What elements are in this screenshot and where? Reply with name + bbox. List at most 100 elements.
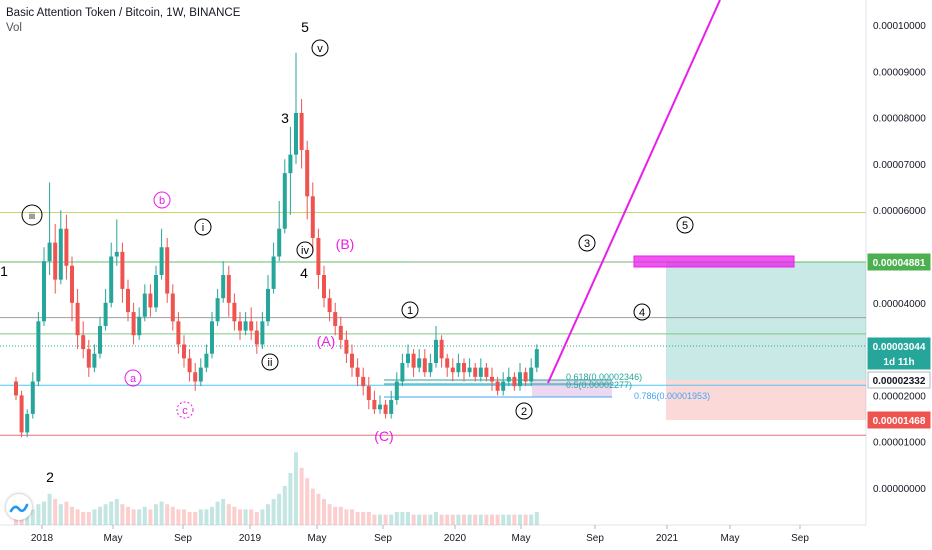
volume-bar [400,512,405,525]
candle-body [529,367,534,382]
stop-zone-box [666,380,866,420]
x-tick-label: Sep [586,533,604,544]
candle-body [137,316,142,336]
candle-body [288,154,293,174]
wave-label-circle [578,234,596,252]
candle-body [282,173,287,229]
candle-body [478,367,483,377]
volume-bar [109,501,114,525]
wave-label: 4 [300,265,308,281]
candle-body [92,353,97,368]
candle-body [344,339,349,354]
volume-bar [148,509,153,525]
volume-bar [47,493,52,525]
candle-body [30,381,35,414]
candle-body [53,242,58,280]
candle-body [322,275,326,299]
volume-bar [42,501,46,525]
volume-bar [350,509,354,525]
wave-label: 3 [281,110,289,126]
volume-bar [226,504,231,525]
volume-bar [103,504,108,525]
x-tick-label: 2021 [656,533,679,544]
wave-label-circle [676,216,694,234]
candle-body [131,312,136,336]
volume-bar [434,512,438,525]
price-axis-label-bg [867,253,931,271]
candle-body [86,349,91,368]
y-tick-label: 0.00008000 [873,114,926,125]
volume-bar [271,499,276,525]
wave-label: v [317,43,323,55]
volume-bar [277,493,282,525]
candle-body [422,358,427,373]
fib-label: 0.5(0.00002277) [566,380,632,390]
price-axis-label-bg [867,411,931,429]
volume-label: Vol [6,22,22,34]
x-tick-label: Sep [791,533,809,544]
candle-body [193,372,198,382]
wave-label: 1 [407,305,413,317]
volume-bar [495,514,500,525]
volume-bar [361,512,366,525]
volume-bar [114,499,119,525]
price-axis-label: 0.00002332 [873,376,926,387]
wave-label-circle [633,303,651,321]
volume-bar [411,514,416,525]
volume-bar [378,514,382,525]
candle-body [47,242,52,262]
candle-body [142,293,147,317]
volume-bar [506,514,511,525]
tradingview-logo-icon[interactable] [6,494,32,520]
y-tick-label: 0.00000000 [873,484,926,495]
volume-bar [58,504,63,525]
candle-body [176,321,181,345]
candle-body [473,367,478,377]
volume-bar [422,514,427,525]
candle-body [310,196,315,238]
volume-bar [288,473,293,525]
candle-body [210,321,214,354]
volume-bar [131,509,136,525]
y-tick-label: 0.00004000 [873,299,926,310]
volume-bar [142,506,147,525]
wave-label: a [130,373,137,385]
volume-bar [86,512,91,525]
volume-bar [198,509,203,525]
candle-body [456,362,461,373]
y-tick-label: 0.00001000 [873,438,926,449]
projection-line [547,0,721,384]
volume-bar [428,514,433,525]
candle-body [406,353,410,363]
volume-bar [70,506,74,525]
candle-body [417,358,422,368]
wave-label: i [202,222,204,234]
candle-body [294,112,298,155]
wave-label-circle [176,401,194,419]
volume-bar [243,509,248,525]
candle-body [277,228,282,257]
wave-label: ii [268,357,273,369]
volume-bar [159,501,164,525]
volume-bar [137,509,142,525]
wave-label-circle [124,369,142,387]
volume-bar [266,504,270,525]
x-tick-label: May [308,533,327,544]
volume-bar [98,506,102,525]
candle-body [70,265,74,303]
wave-label: (A) [317,333,336,349]
price-axis-label-bg [867,371,931,389]
price-axis-label: 0.00001468 [873,416,926,427]
candle-body [501,381,506,391]
candle-body [361,376,366,387]
candle-body [400,362,405,382]
volume-bar [501,514,506,525]
candle-body [204,353,209,368]
volume-bar [490,514,494,525]
x-tick-label: Sep [174,533,192,544]
candle-body [254,330,259,345]
wave-label: 4 [639,307,645,319]
wave-label-circle [401,301,419,319]
volume-bar [406,512,410,525]
